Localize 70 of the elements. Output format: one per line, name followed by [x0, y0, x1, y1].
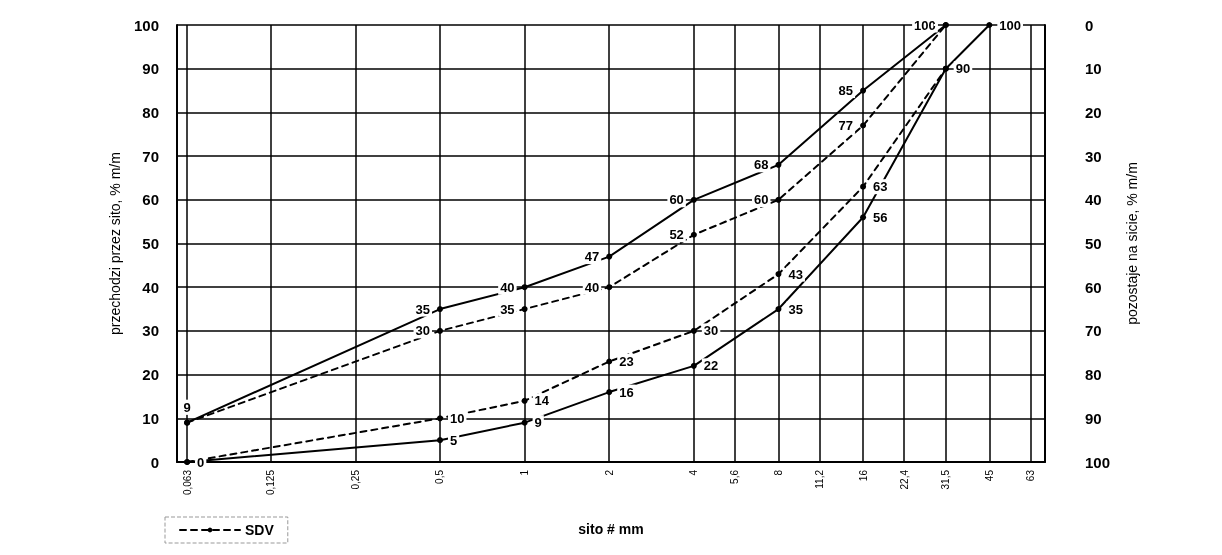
data-label: 5	[449, 432, 458, 448]
y-tick-label: 10	[142, 409, 159, 427]
y-tick-label: 100	[133, 16, 159, 34]
y-tick-label: 60	[142, 191, 159, 209]
data-label: 100	[914, 17, 936, 33]
y-axis-title: przechodzi przez sito, % m/m	[107, 152, 123, 335]
data-label: 63	[873, 179, 888, 195]
y-tick-label: 30	[142, 322, 159, 340]
x-tick-label: 31,5	[940, 469, 952, 490]
data-label: 10	[449, 410, 465, 426]
data-label: 60	[669, 192, 684, 208]
x-tick-label: 8	[772, 469, 784, 476]
x-tick-label: 16	[857, 469, 869, 482]
data-label: 35	[500, 301, 515, 317]
y2-tick-label: 0	[1085, 16, 1094, 34]
data-label: 0	[197, 454, 205, 470]
y2-axis-title: pozostaje na sicie, % m/m	[1124, 162, 1140, 325]
x-tick-label: 11,2	[814, 469, 826, 489]
y-tick-label: 20	[142, 366, 159, 384]
data-label: 77	[838, 118, 854, 134]
data-label: 30	[703, 323, 719, 339]
y-tick-label: 90	[142, 60, 159, 78]
data-label: 52	[669, 227, 684, 243]
data-label: 56	[873, 209, 888, 225]
x-tick-label: 1	[519, 469, 531, 476]
data-label: 40	[500, 279, 515, 295]
y2-tick-label: 20	[1085, 103, 1102, 121]
y2-tick-label: 10	[1085, 60, 1102, 78]
x-tick-label: 5,6	[729, 469, 741, 484]
data-label: 43	[788, 266, 803, 282]
data-label: 68	[754, 157, 769, 173]
x-tick-label: 45	[983, 469, 995, 482]
data-label: 9	[183, 399, 191, 415]
data-label: 100	[999, 17, 1022, 33]
data-label: 14	[534, 393, 550, 409]
y2-tick-label: 70	[1085, 322, 1102, 340]
x-tick-label: 0,5	[434, 469, 446, 484]
data-label: 47	[584, 249, 600, 265]
y-tick-label: 80	[142, 103, 159, 121]
data-label: 35	[788, 301, 803, 317]
x-tick-label: 4	[688, 469, 700, 476]
data-label: 9	[534, 415, 542, 431]
data-label: 30	[415, 323, 430, 339]
y-tick-label: 70	[142, 147, 159, 165]
data-label: 22	[703, 358, 719, 374]
y2-tick-label: 30	[1085, 147, 1102, 165]
x-tick-label: 0,063	[181, 469, 193, 496]
data-label: 60	[754, 192, 769, 208]
y-tick-label: 40	[142, 278, 159, 296]
y2-tick-label: 80	[1085, 366, 1102, 384]
y-tick-label: 50	[142, 235, 159, 252]
y2-tick-label: 90	[1085, 409, 1102, 427]
data-label: 16	[619, 384, 634, 400]
y2-tick-label: 60	[1085, 278, 1102, 296]
legend-label: SDV	[245, 522, 275, 538]
data-label: 90	[955, 61, 971, 77]
x-tick-label: 63	[1024, 469, 1036, 482]
data-label: 85	[838, 83, 854, 99]
x-tick-label: 0,125	[265, 469, 277, 496]
x-axis-title: sito # mm	[578, 521, 644, 537]
y2-tick-label: 40	[1085, 191, 1102, 209]
data-label: 23	[619, 353, 634, 369]
x-tick-label: 0,25	[349, 469, 361, 490]
x-tick-label: 2	[603, 469, 615, 476]
y2-tick-label: 50	[1085, 235, 1102, 252]
x-tick-label: 22,4	[898, 469, 910, 490]
data-label: 35	[415, 301, 430, 317]
y-tick-label: 0	[150, 453, 159, 471]
y2-tick-label: 100	[1085, 453, 1111, 471]
data-label: 40	[584, 279, 600, 295]
